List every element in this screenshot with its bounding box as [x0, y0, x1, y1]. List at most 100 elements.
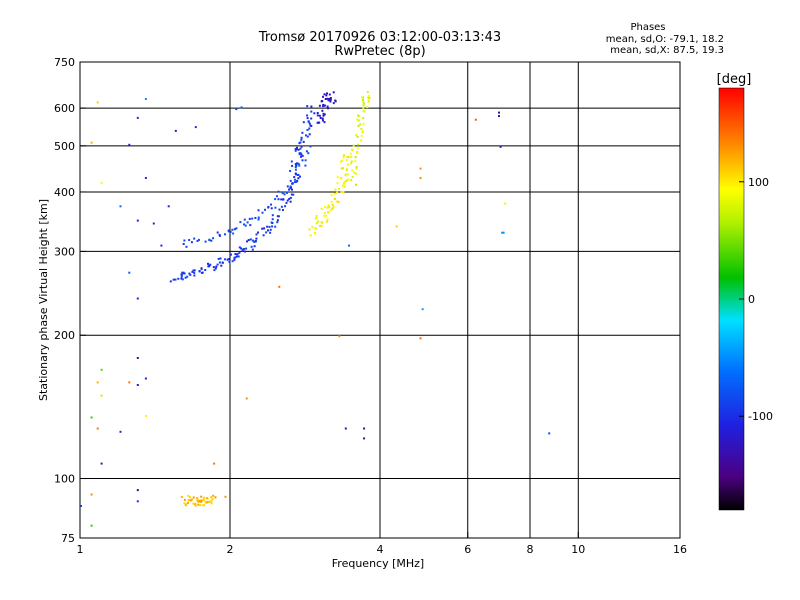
trace-1-point — [182, 243, 185, 245]
x-tick-label-4: 8 — [527, 543, 534, 556]
scatter-point-18 — [100, 368, 103, 371]
trace-4-point — [347, 178, 350, 181]
trace-4-point — [354, 160, 357, 163]
y-tick-label-0: 75 — [61, 532, 75, 545]
trace-3-point — [346, 155, 349, 158]
trace-2-point — [328, 93, 331, 96]
trace-0-point — [300, 153, 303, 156]
trace-0-point — [217, 257, 220, 260]
trace-5-point — [187, 494, 190, 497]
trace-4-point — [350, 179, 353, 181]
trace-0-point — [192, 269, 195, 272]
scatter-point-50 — [498, 111, 500, 114]
trace-4-point — [367, 100, 370, 103]
trace-5-point — [214, 496, 217, 499]
trace-3-point — [327, 211, 330, 214]
trace-0-point — [193, 271, 196, 274]
trace-4-point — [362, 104, 365, 107]
trace-2-point — [322, 103, 325, 106]
trace-3-point — [308, 228, 311, 231]
trace-3-point — [324, 205, 327, 208]
trace-3-point — [340, 159, 343, 162]
trace-1-point — [305, 150, 308, 153]
trace-1-point — [229, 230, 232, 233]
trace-5-point — [202, 498, 205, 501]
trace-4-point — [357, 143, 359, 146]
x-axis-label: Frequency [MHz] — [332, 557, 424, 570]
trace-1-point — [304, 159, 307, 162]
trace-0-point — [306, 135, 309, 138]
scatter-point-20 — [100, 394, 103, 397]
scatter-point-8 — [119, 205, 122, 208]
trace-3-point — [326, 220, 328, 223]
trace-0-point — [294, 149, 297, 152]
trace-0-point — [236, 255, 238, 258]
trace-3-point — [340, 160, 342, 163]
scatter-point-6 — [174, 129, 177, 132]
scatter-point-45 — [419, 167, 422, 170]
trace-3-point — [347, 156, 350, 159]
scatter-point-24 — [136, 357, 139, 359]
trace-3-point — [328, 205, 331, 208]
trace-5-point — [203, 504, 206, 507]
trace-1-point — [288, 188, 290, 191]
trace-3-point — [331, 207, 334, 209]
scatter-point-30 — [136, 489, 139, 492]
trace-3-point — [327, 204, 330, 207]
trace-0-point — [182, 271, 185, 274]
trace-5-point — [187, 499, 190, 502]
trace-0-point — [274, 225, 277, 228]
trace-3-point — [340, 190, 343, 193]
trace-0-point — [276, 215, 279, 218]
trace-0-point — [209, 263, 212, 266]
trace-0-point — [215, 265, 218, 268]
trace-1-point — [295, 173, 298, 176]
trace-0-point — [261, 227, 264, 230]
scatter-point-53 — [504, 202, 507, 205]
trace-3-point — [315, 214, 318, 217]
trace-3-point — [345, 168, 348, 171]
trace-5-point — [191, 498, 194, 501]
trace-0-point — [296, 162, 299, 165]
trace-3-point — [345, 179, 348, 182]
trace-4-point — [357, 124, 360, 127]
trace-5-point — [201, 504, 204, 507]
trace-0-point — [201, 271, 204, 274]
scatter-point-35 — [235, 108, 238, 111]
trace-0-point — [293, 178, 296, 181]
trace-3-point — [323, 214, 326, 217]
trace-0-point — [313, 112, 316, 115]
trace-2-point — [318, 104, 321, 107]
trace-1-point — [295, 180, 298, 183]
trace-4-point — [360, 127, 363, 130]
trace-2-point — [324, 98, 327, 100]
trace-3-point — [336, 191, 339, 194]
trace-0-point — [268, 225, 271, 228]
scatter-point-47 — [421, 308, 424, 311]
trace-0-point — [308, 133, 311, 136]
trace-3-point — [320, 207, 323, 210]
trace-1-point — [276, 195, 278, 198]
trace-0-point — [227, 258, 230, 261]
trace-4-point — [355, 172, 358, 175]
trace-0-point — [299, 141, 302, 144]
trace-3-point — [329, 209, 332, 212]
trace-1-point — [197, 238, 200, 241]
trace-0-point — [233, 257, 236, 260]
trace-3-point — [342, 191, 345, 194]
scatter-point-54 — [501, 231, 504, 234]
trace-4-point — [368, 95, 370, 98]
trace-1-point — [224, 233, 226, 236]
trace-3-point — [343, 181, 346, 184]
y-tick-label-7: 750 — [54, 56, 75, 69]
trace-5-point — [203, 496, 206, 499]
trace-1-point — [257, 218, 260, 221]
trace-2-point — [327, 99, 330, 102]
trace-2-point — [329, 99, 332, 101]
trace-0-point — [246, 240, 248, 243]
trace-1-point — [208, 238, 211, 241]
trace-2-point — [323, 104, 326, 107]
scatter-point-33 — [213, 462, 216, 465]
scatter-point-27 — [144, 377, 147, 380]
trace-0-point — [285, 201, 288, 204]
